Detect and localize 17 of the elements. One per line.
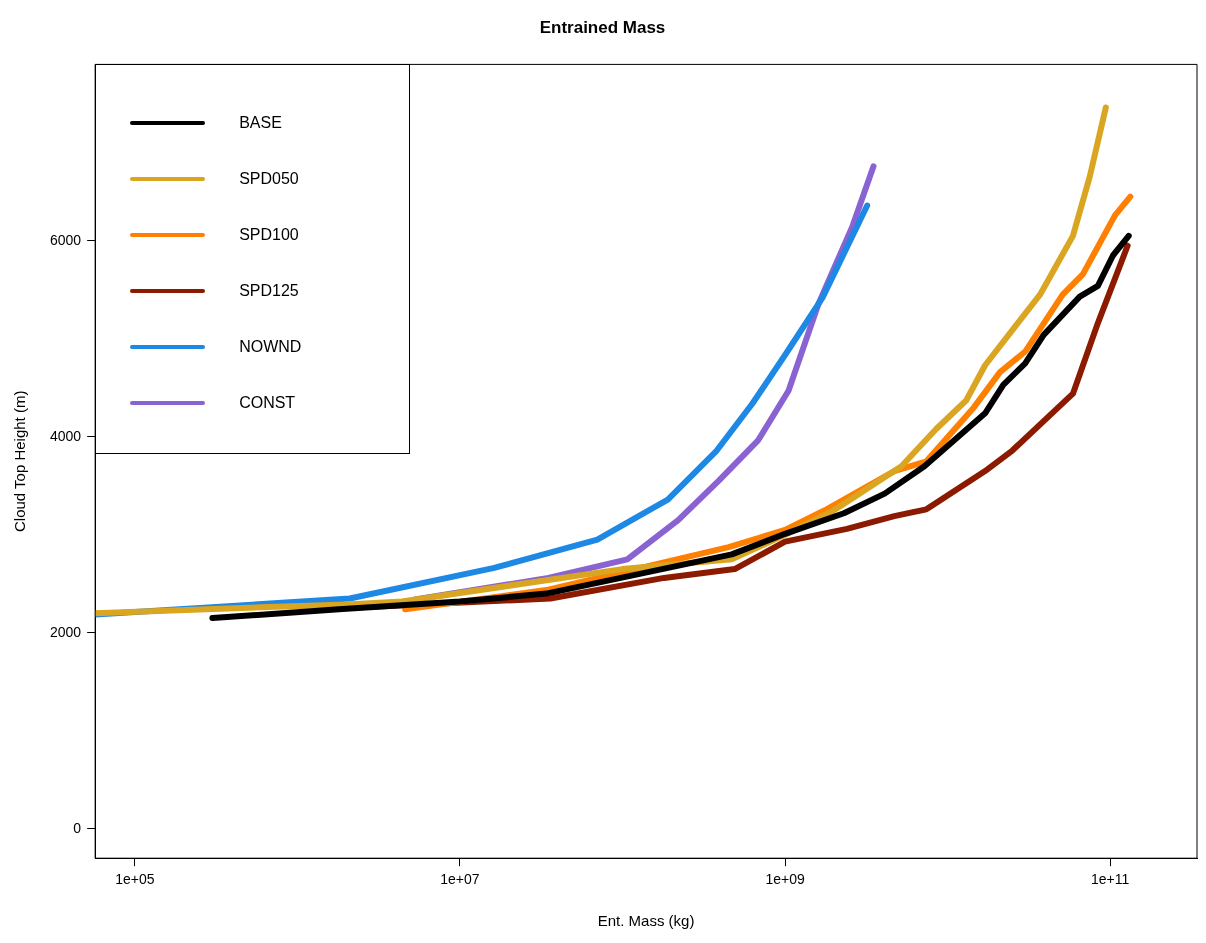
y-tick-label: 4000 <box>49 427 82 444</box>
y-tick-label: 0 <box>73 819 82 836</box>
x-tick-label: 1e+09 <box>765 871 805 888</box>
y-tick-label: 6000 <box>49 231 82 248</box>
x-axis-title: Ent. Mass (kg) <box>597 912 695 930</box>
y-axis-title: Cloud Top Height (m) <box>11 390 29 533</box>
legend-label: BASE <box>239 114 282 133</box>
legend-label: SPD050 <box>239 170 299 189</box>
legend-label: CONST <box>239 394 296 413</box>
legend-label: SPD125 <box>239 282 299 301</box>
legend-label: SPD100 <box>239 226 299 245</box>
y-tick-label: 2000 <box>49 623 82 640</box>
x-tick-label: 1e+07 <box>440 871 480 888</box>
legend-label: NOWND <box>239 338 302 357</box>
x-tick-label: 1e+11 <box>1091 871 1130 888</box>
x-tick-label: 1e+05 <box>115 871 155 888</box>
chart-title: Entrained Mass <box>539 17 666 37</box>
